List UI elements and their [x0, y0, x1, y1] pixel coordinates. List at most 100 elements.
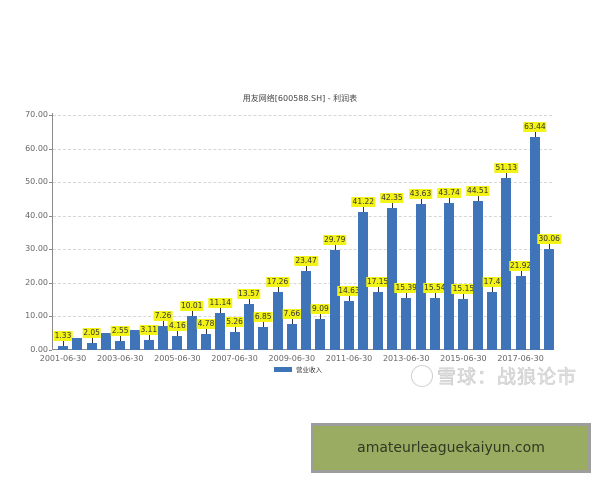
x-tick-label: 2015-06-30 — [440, 354, 487, 363]
label-stem — [277, 287, 279, 293]
bar[interactable] — [86, 343, 97, 350]
data-label: 17.15 — [365, 277, 390, 288]
bar[interactable] — [215, 312, 226, 350]
bar[interactable] — [115, 341, 126, 350]
data-label: 4.78 — [196, 318, 216, 329]
data-label: 15.15 — [451, 284, 476, 295]
bar[interactable] — [243, 304, 254, 350]
x-tick-label: 2007-06-30 — [211, 354, 258, 363]
label-stem — [91, 338, 93, 344]
bar[interactable] — [72, 337, 83, 350]
bar[interactable] — [129, 329, 140, 350]
bar[interactable] — [415, 203, 426, 350]
watermark-text: 雪球：战狼论市 — [437, 366, 578, 389]
data-label: 23.47 — [294, 256, 318, 267]
bar[interactable] — [258, 327, 269, 350]
data-label: 43.63 — [408, 188, 433, 199]
label-stem — [406, 293, 408, 299]
label-stem — [377, 287, 379, 293]
bar[interactable] — [344, 300, 354, 350]
y-tick-mark — [49, 249, 52, 251]
bar[interactable] — [487, 291, 497, 350]
label-stem — [291, 319, 293, 325]
y-tick-label: 70.00 — [25, 110, 48, 119]
data-label: 1.33 — [53, 330, 73, 341]
gridline — [53, 148, 552, 150]
data-label: 30.06 — [537, 234, 561, 245]
bar[interactable] — [229, 332, 240, 350]
data-label: 17.4 — [482, 276, 502, 287]
data-label: 15.54 — [423, 282, 447, 293]
data-label: 63.44 — [523, 122, 547, 133]
bar[interactable] — [401, 298, 412, 350]
x-tick-label: 2009-06-30 — [268, 354, 316, 363]
bar[interactable] — [186, 316, 197, 350]
bar[interactable] — [429, 297, 440, 350]
bar[interactable] — [358, 211, 369, 350]
y-tick-label: 0.00 — [30, 345, 48, 354]
y-tick-mark — [49, 316, 52, 318]
data-label: 4.16 — [168, 321, 187, 332]
bar[interactable] — [472, 200, 483, 350]
bar[interactable] — [458, 299, 469, 350]
bar[interactable] — [501, 178, 512, 350]
y-tick-mark — [49, 182, 52, 184]
y-tick-label: 10.00 — [25, 311, 48, 321]
y-tick-mark — [49, 350, 52, 351]
bar[interactable] — [529, 137, 540, 350]
bar[interactable] — [386, 207, 397, 350]
bar[interactable] — [172, 336, 183, 350]
data-label: 7.26 — [153, 310, 173, 321]
xueqiu-logo-icon — [411, 364, 433, 387]
bar[interactable] — [444, 203, 455, 350]
label-stem — [477, 195, 479, 201]
label-stem — [420, 198, 422, 204]
bar[interactable] — [201, 333, 211, 350]
label-stem — [320, 314, 322, 320]
legend[interactable]: 营业收入 — [274, 364, 322, 374]
label-stem — [191, 311, 193, 317]
bar[interactable] — [272, 292, 283, 350]
bar[interactable] — [143, 339, 154, 350]
bar[interactable] — [286, 324, 297, 350]
bar[interactable] — [544, 249, 555, 350]
bar[interactable] — [158, 325, 169, 350]
y-tick-label: 30.00 — [25, 244, 48, 254]
gridline — [53, 215, 552, 217]
data-label: 43.74 — [437, 188, 461, 199]
label-stem — [234, 327, 236, 333]
bar[interactable] — [372, 292, 383, 350]
label-stem — [148, 334, 150, 340]
bar[interactable] — [301, 271, 312, 350]
label-stem — [463, 294, 465, 300]
data-label: 15.39 — [394, 283, 418, 294]
data-label: 51.13 — [494, 163, 519, 174]
y-tick-mark — [49, 148, 52, 150]
bar[interactable] — [100, 333, 111, 350]
label-stem — [163, 320, 165, 326]
y-tick-label: 40.00 — [25, 210, 48, 220]
bar[interactable] — [58, 345, 68, 350]
y-axis — [52, 113, 53, 350]
data-label: 42.35 — [380, 192, 404, 203]
data-label: 14.63 — [337, 285, 361, 296]
data-label: 5.26 — [225, 317, 244, 328]
data-label: 9.09 — [311, 304, 330, 315]
watermark: 雪球：战狼论市 — [411, 362, 577, 389]
data-label: 7.66 — [282, 309, 302, 320]
bar[interactable] — [515, 276, 526, 350]
data-label: 10.01 — [179, 301, 204, 312]
x-tick-label: 2001-06-30 — [39, 354, 87, 363]
banner[interactable]: amateurleaguekaiyun.com — [311, 423, 591, 473]
chart-title: 用友网络[600588.SH] - 利润表 — [242, 94, 358, 103]
label-stem — [534, 132, 536, 138]
bar[interactable] — [329, 250, 340, 350]
bar[interactable] — [315, 319, 326, 350]
label-stem — [506, 173, 508, 179]
data-label: 17.26 — [265, 277, 290, 288]
y-tick-label: 20.00 — [25, 277, 48, 287]
label-stem — [206, 328, 207, 334]
label-stem — [177, 331, 179, 337]
data-label: 11.14 — [208, 297, 233, 308]
label-stem — [306, 266, 308, 272]
